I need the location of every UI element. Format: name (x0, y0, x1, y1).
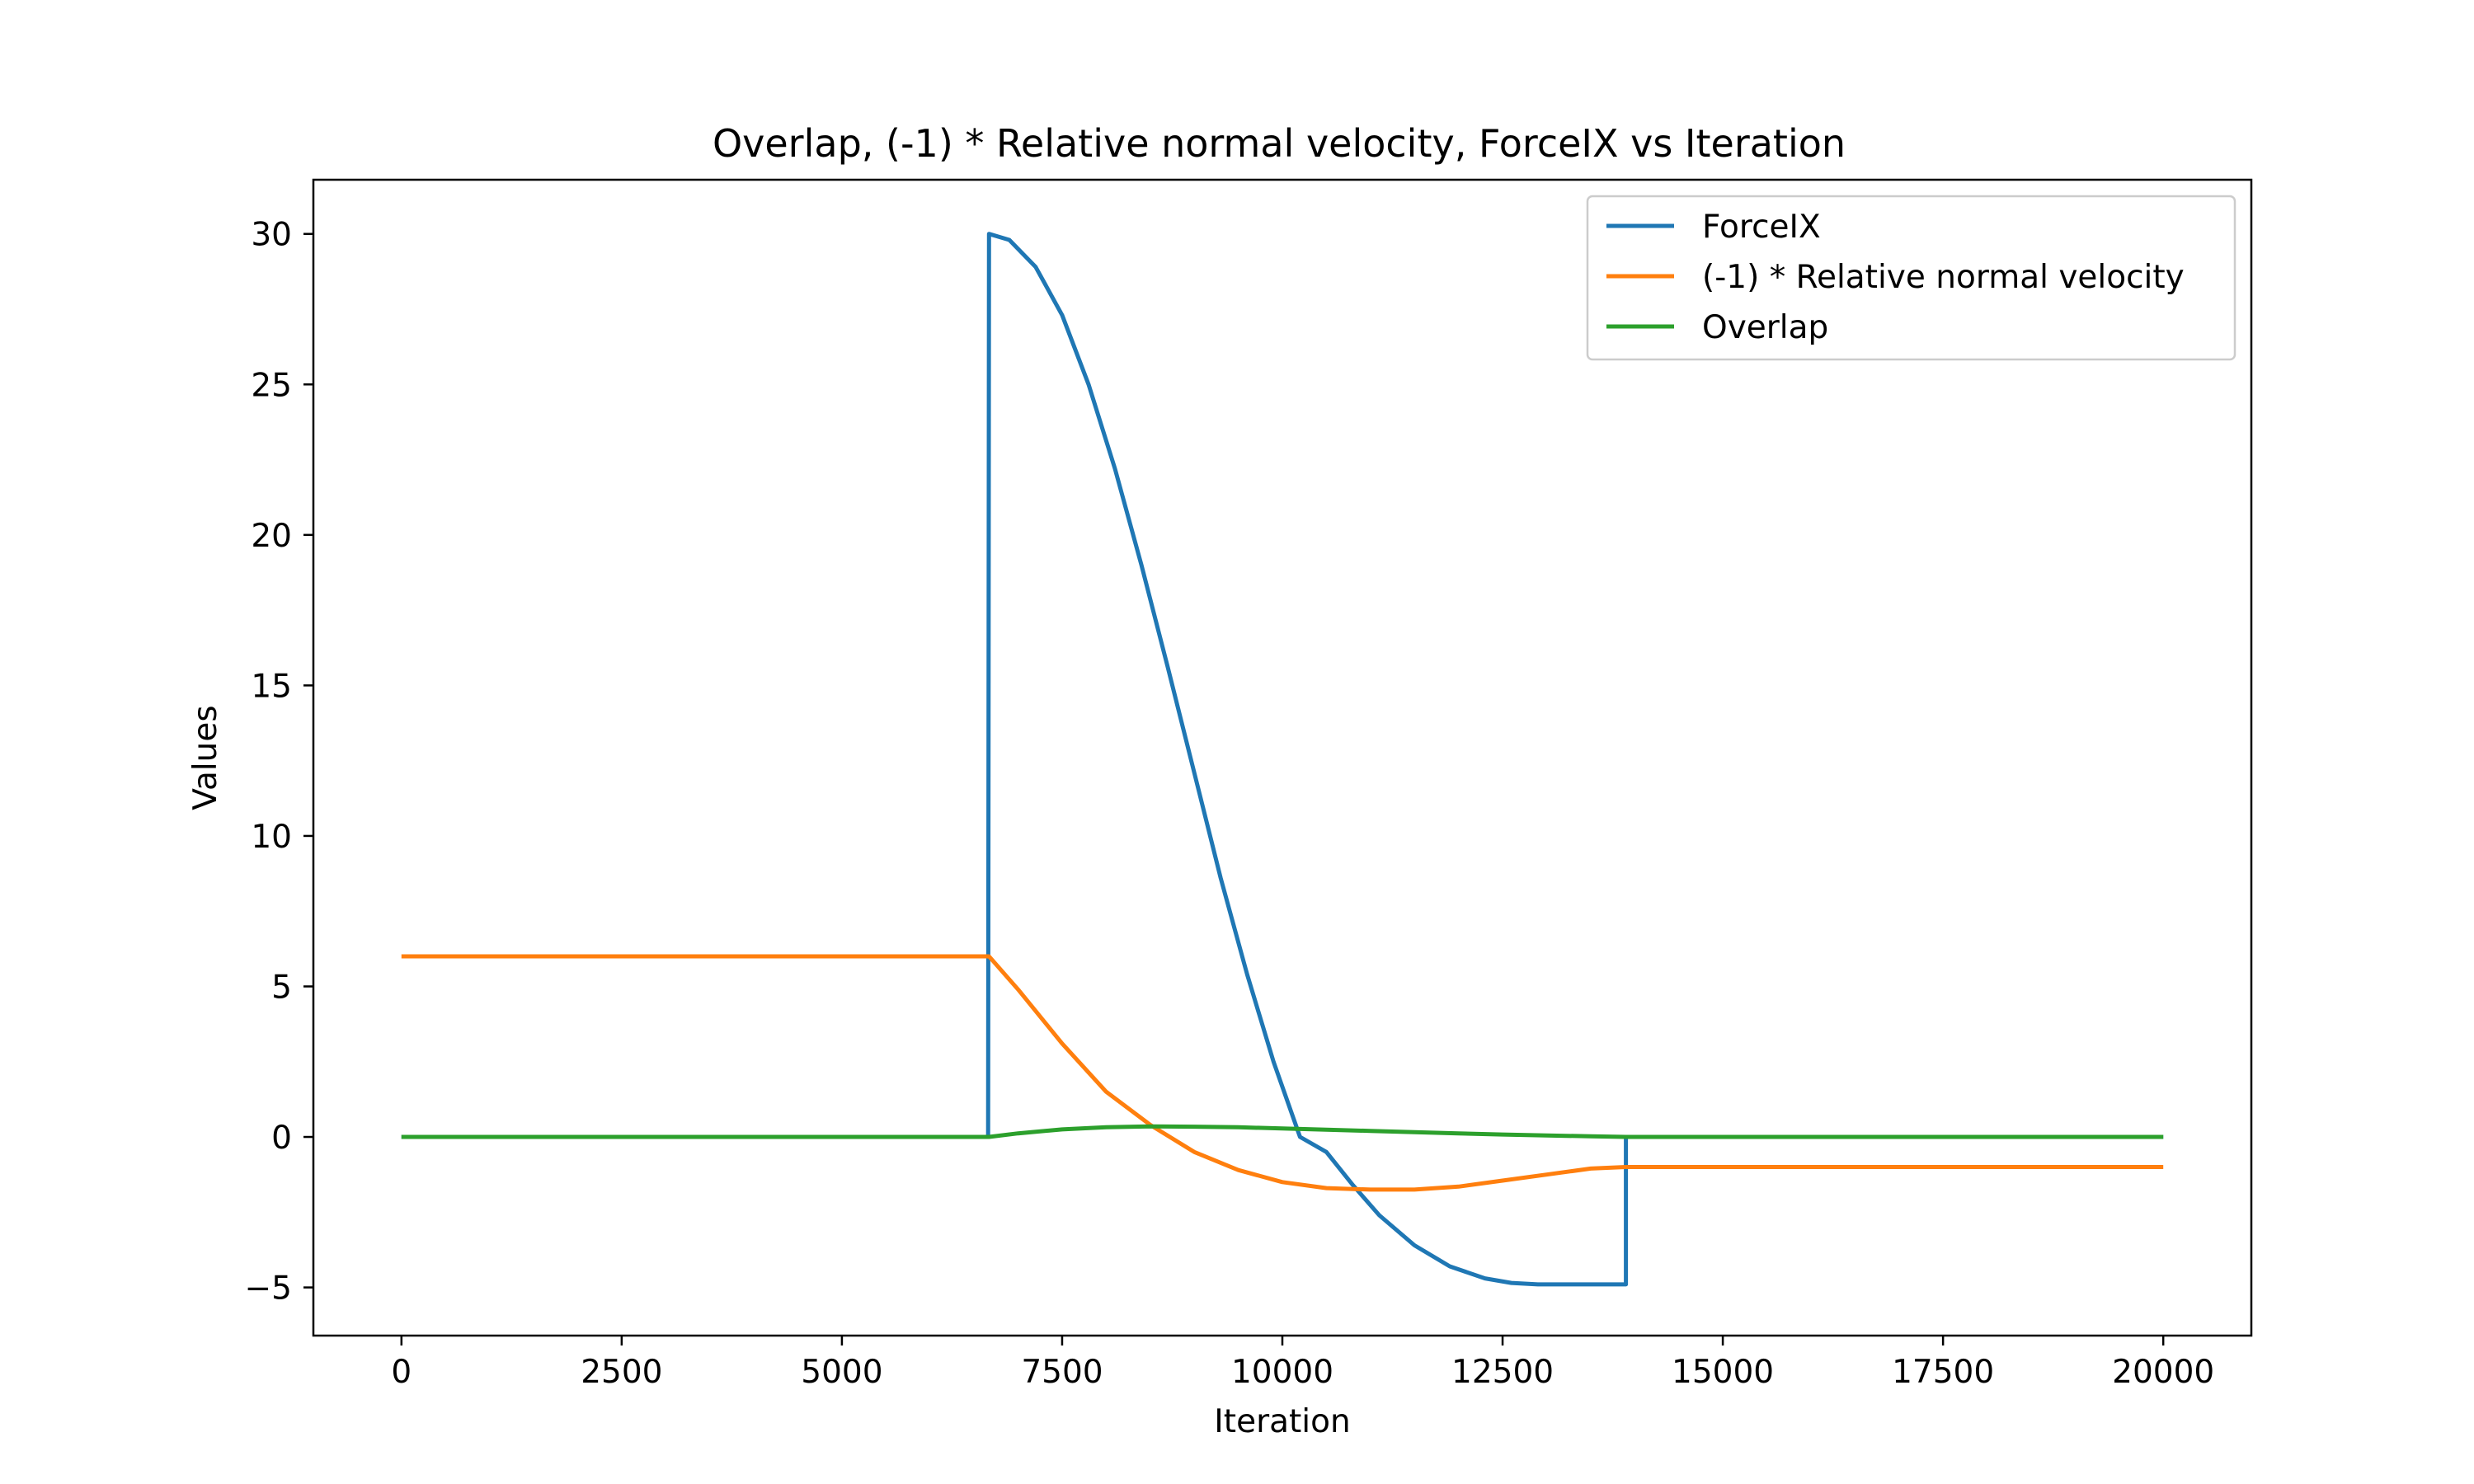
y-tick-label: 20 (251, 518, 292, 555)
chart-title: Overlap, (-1) * Relative normal velocity… (713, 121, 1846, 166)
plot-series (401, 232, 2164, 1287)
x-tick-label: 17500 (1892, 1354, 1994, 1391)
legend-label-0: ForceIX (1702, 209, 1821, 246)
y-tick-label: 0 (271, 1120, 292, 1157)
legend-box (1586, 195, 2236, 361)
x-tick-label: 2500 (581, 1354, 662, 1391)
y-tick-label: 15 (251, 668, 292, 705)
series-line-0 (401, 232, 2164, 1287)
x-tick-label: 5000 (801, 1354, 882, 1391)
x-tick-label: 7500 (1021, 1354, 1103, 1391)
y-tick-label: 30 (251, 217, 292, 254)
x-tick-label: 10000 (1231, 1354, 1333, 1391)
legend-label-2: Overlap (1702, 309, 1828, 346)
x-tick-label: 0 (391, 1354, 412, 1391)
y-tick-label: 25 (251, 367, 292, 404)
legend: ForceIX (-1) * Relative normal velocity Ov… (1586, 195, 2236, 361)
legend-label-1: (-1) * Relative normal velocity (1702, 259, 2185, 296)
y-axis-ticks: −5 0 5 10 15 20 25 30 (245, 217, 313, 1308)
x-tick-label: 12500 (1451, 1354, 1554, 1391)
x-tick-label: 15000 (1672, 1354, 1774, 1391)
series-line-2 (401, 1124, 2164, 1139)
y-tick-label: −5 (245, 1270, 293, 1308)
y-tick-label: 10 (251, 819, 292, 856)
x-axis-label: Iteration (1214, 1403, 1350, 1440)
series-line-1 (401, 954, 2164, 1192)
y-tick-label: 5 (271, 969, 292, 1006)
x-tick-label: 20000 (2112, 1354, 2214, 1391)
y-axis-label: Values (187, 705, 224, 810)
x-axis-ticks: 0 2500 5000 7500 10000 12500 15000 17500 20000 (391, 1336, 2214, 1391)
